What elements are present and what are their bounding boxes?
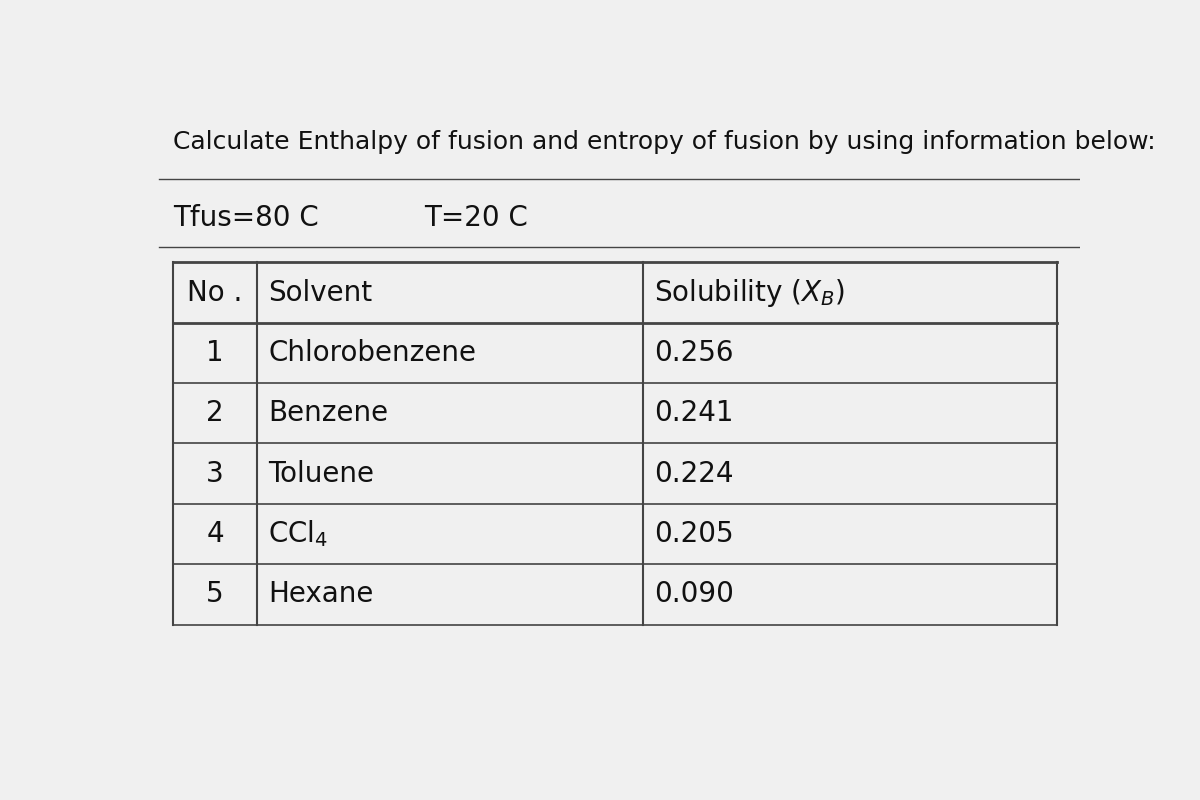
Text: No .: No . <box>187 278 242 306</box>
Text: Tfus=80 C: Tfus=80 C <box>173 204 319 232</box>
Text: Toluene: Toluene <box>268 460 374 488</box>
Text: Hexane: Hexane <box>268 580 373 608</box>
Text: T=20 C: T=20 C <box>425 204 528 232</box>
Text: $\mathrm{CCl_4}$: $\mathrm{CCl_4}$ <box>268 518 328 550</box>
Text: Solubility ($X_B$): Solubility ($X_B$) <box>654 277 845 309</box>
Text: 2: 2 <box>206 399 224 427</box>
Text: 0.205: 0.205 <box>654 520 733 548</box>
Text: 3: 3 <box>206 460 224 488</box>
Text: 1: 1 <box>206 339 224 367</box>
Text: Solvent: Solvent <box>268 278 372 306</box>
Text: 4: 4 <box>206 520 224 548</box>
Text: Chlorobenzene: Chlorobenzene <box>268 339 476 367</box>
Text: 0.090: 0.090 <box>654 580 734 608</box>
Text: Benzene: Benzene <box>268 399 389 427</box>
Text: Calculate Enthalpy of fusion and entropy of fusion by using information below:: Calculate Enthalpy of fusion and entropy… <box>173 130 1156 154</box>
Text: 0.241: 0.241 <box>654 399 733 427</box>
Text: 0.256: 0.256 <box>654 339 733 367</box>
Text: 5: 5 <box>206 580 224 608</box>
Text: 0.224: 0.224 <box>654 460 733 488</box>
